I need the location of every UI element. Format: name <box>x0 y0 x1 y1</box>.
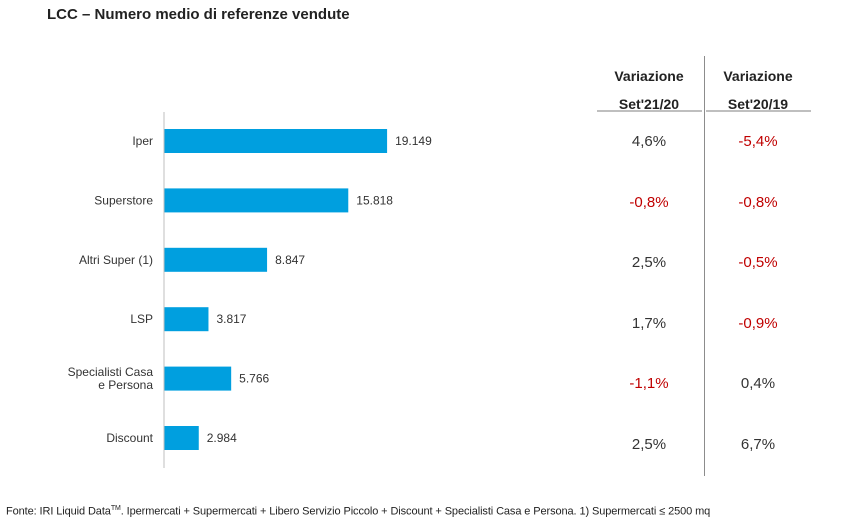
bar-chart: 19.149 Iper 15.818 Superstore 8.847 Altri Sup… <box>68 112 432 468</box>
variation-cell-r5-c2: 6,7% <box>740 435 776 453</box>
variation-cell-r1-c1: -0,8% <box>629 193 669 211</box>
bar-5 <box>164 426 199 450</box>
variation-cell-r5-c1: 2,5% <box>631 435 667 453</box>
column-header-line2: Set'21/20 <box>618 96 680 112</box>
trademark-superscript: TM <box>110 505 121 512</box>
data-label-0: 19.149 <box>395 134 432 148</box>
bar-2 <box>164 247 268 272</box>
data-label-1: 15.818 <box>356 193 393 207</box>
column-header-line1: Variazione <box>614 68 684 84</box>
variation-cell-r3-c2: -0,9% <box>738 314 778 332</box>
source-footnote: Fonte: IRI Liquid DataTM. Ipermercati + … <box>6 505 710 518</box>
chart-title: LCC – Numero medio di referenze vendute <box>47 6 350 23</box>
footnote-text: . Ipermercati + Supermercati + Libero Se… <box>120 505 711 518</box>
category-label-0: Iper <box>132 134 153 148</box>
bar-3 <box>164 307 209 332</box>
column-divider <box>704 56 705 476</box>
column-header-set20-19: Variazione Set'20/19 <box>703 62 813 118</box>
bar-0 <box>164 129 388 153</box>
variation-cell-r2-c1: 2,5% <box>631 254 667 271</box>
column-header-line1: Variazione <box>723 68 793 84</box>
category-label-5: Discount <box>106 431 153 445</box>
bar-1 <box>164 188 349 213</box>
footnote-source: Fonte: IRI Liquid Data <box>6 505 111 518</box>
header-underline <box>597 110 702 112</box>
data-label-4: 5.766 <box>239 372 269 386</box>
data-label-5: 2.984 <box>207 431 237 445</box>
variation-cell-r2-c2: -0,5% <box>738 254 778 271</box>
data-label-2: 8.847 <box>275 253 305 267</box>
variation-cell-r4-c1: -1,1% <box>629 375 669 392</box>
variation-cell-r0-c2: -5,4% <box>738 133 778 150</box>
column-header-set21-20: Variazione Set'21/20 <box>594 62 704 118</box>
category-label-4: Specialisti Casa e Persona <box>68 365 154 392</box>
category-label-2: Altri Super (1) <box>79 253 153 267</box>
column-header-line2: Set'20/19 <box>727 96 789 112</box>
variation-cell-r1-c2: -0,8% <box>738 193 778 211</box>
category-label-1: Superstore <box>94 193 153 207</box>
data-label-3: 3.817 <box>216 312 246 326</box>
header-underline <box>706 110 811 112</box>
variation-cell-r0-c1: 4,6% <box>631 133 667 150</box>
variation-cell-r4-c2: 0,4% <box>740 375 776 392</box>
bar-4 <box>164 366 232 391</box>
variation-cell-r3-c1: 1,7% <box>631 314 667 332</box>
category-label-3: LSP <box>130 312 153 326</box>
